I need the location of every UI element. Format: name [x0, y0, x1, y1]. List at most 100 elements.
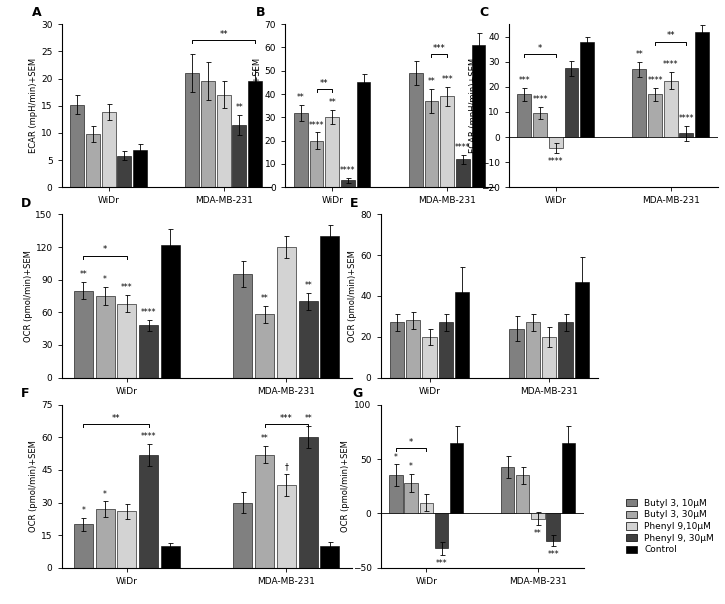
Text: **: **	[320, 79, 328, 88]
Bar	[299, 437, 318, 568]
Bar	[233, 503, 252, 568]
Text: **: **	[236, 103, 243, 112]
Text: **: **	[636, 50, 643, 59]
Bar	[96, 296, 115, 378]
Bar	[255, 315, 274, 378]
Bar	[74, 291, 93, 378]
Text: **: **	[428, 77, 436, 86]
Bar	[117, 304, 136, 378]
Y-axis label: OCR (pmol/min)+SEM: OCR (pmol/min)+SEM	[24, 250, 33, 342]
Bar	[456, 159, 470, 187]
Text: *: *	[103, 275, 107, 284]
Bar	[450, 443, 463, 513]
Bar	[390, 323, 404, 378]
Text: ****: ****	[141, 308, 157, 317]
Bar	[440, 97, 454, 187]
Text: ****: ****	[340, 166, 356, 175]
Bar	[389, 475, 402, 513]
Bar	[117, 511, 136, 568]
Bar	[248, 81, 262, 187]
Bar	[533, 113, 547, 137]
Bar	[320, 236, 339, 378]
Y-axis label: OCR (pmol/min)+SEM: OCR (pmol/min)+SEM	[341, 440, 350, 532]
Text: *: *	[81, 506, 86, 515]
Text: A: A	[33, 6, 42, 19]
Bar	[501, 467, 514, 513]
Text: G: G	[352, 387, 362, 400]
Bar	[341, 180, 355, 187]
Bar	[320, 546, 339, 568]
Legend: Butyl 3, 10μM, Butyl 3, 30μM, Phenyl 9,10μM, Phenyl 9, 30μM, Control: Butyl 3, 10μM, Butyl 3, 30μM, Phenyl 9,1…	[624, 496, 717, 557]
Text: F: F	[21, 387, 30, 400]
Text: C: C	[479, 6, 489, 19]
Text: ***: ***	[280, 414, 293, 423]
Bar	[435, 513, 448, 548]
Bar	[161, 546, 180, 568]
Text: **: **	[261, 434, 268, 443]
Bar	[294, 113, 307, 187]
Bar	[516, 475, 529, 513]
Text: **: **	[80, 270, 87, 279]
Text: *: *	[103, 245, 107, 254]
Bar	[423, 337, 436, 378]
Bar	[405, 483, 418, 513]
Bar	[679, 133, 693, 137]
Bar	[277, 485, 296, 568]
Bar	[161, 245, 180, 378]
Bar	[420, 503, 433, 513]
Text: ***: ***	[547, 550, 559, 559]
Text: ***: ***	[518, 76, 530, 85]
Bar	[133, 150, 147, 187]
Text: *: *	[409, 462, 413, 471]
Bar	[562, 443, 575, 513]
Text: ***: ***	[436, 559, 447, 568]
Text: B: B	[256, 6, 265, 19]
Bar	[186, 73, 199, 187]
Bar	[233, 125, 246, 187]
Bar	[96, 509, 115, 568]
Bar	[510, 329, 523, 378]
Bar	[632, 69, 646, 137]
Text: ***: ***	[121, 283, 133, 292]
Bar	[549, 137, 563, 149]
Text: ****: ****	[455, 143, 471, 152]
Text: **: **	[261, 294, 268, 303]
Y-axis label: ECAR (mpH/min)+SEM: ECAR (mpH/min)+SEM	[29, 58, 38, 153]
Text: ****: ****	[663, 60, 679, 69]
Bar	[74, 524, 93, 568]
Text: **: **	[304, 414, 312, 423]
Text: *: *	[409, 437, 413, 446]
Text: †: †	[284, 462, 289, 471]
Text: **: **	[304, 281, 312, 290]
Text: E: E	[350, 196, 359, 210]
Bar	[117, 156, 131, 187]
Text: ***: ***	[442, 75, 453, 84]
Text: **: **	[297, 92, 304, 101]
Bar	[102, 112, 115, 187]
Text: **: **	[666, 31, 675, 40]
Bar	[518, 94, 531, 137]
Bar	[299, 301, 318, 378]
Text: **: **	[112, 414, 120, 423]
Y-axis label: ECAR (mpH/min)+SEM: ECAR (mpH/min)+SEM	[253, 58, 262, 153]
Text: D: D	[21, 196, 31, 210]
Bar	[70, 104, 84, 187]
Bar	[139, 455, 158, 568]
Text: ***: ***	[433, 44, 446, 53]
Bar	[526, 323, 540, 378]
Text: ****: ****	[309, 121, 324, 129]
Bar	[201, 81, 215, 187]
Bar	[233, 274, 252, 378]
Bar	[326, 117, 339, 187]
Bar	[648, 94, 662, 137]
Bar	[565, 68, 579, 137]
Text: *: *	[538, 43, 542, 53]
Bar	[542, 337, 556, 378]
Bar	[425, 101, 439, 187]
Y-axis label: ECAR (mpH/min)+SEM: ECAR (mpH/min)+SEM	[469, 58, 478, 153]
Bar	[409, 73, 423, 187]
Text: **: **	[328, 98, 336, 108]
Text: ****: ****	[548, 158, 563, 167]
Bar	[217, 95, 231, 187]
Text: ****: ****	[141, 432, 157, 441]
